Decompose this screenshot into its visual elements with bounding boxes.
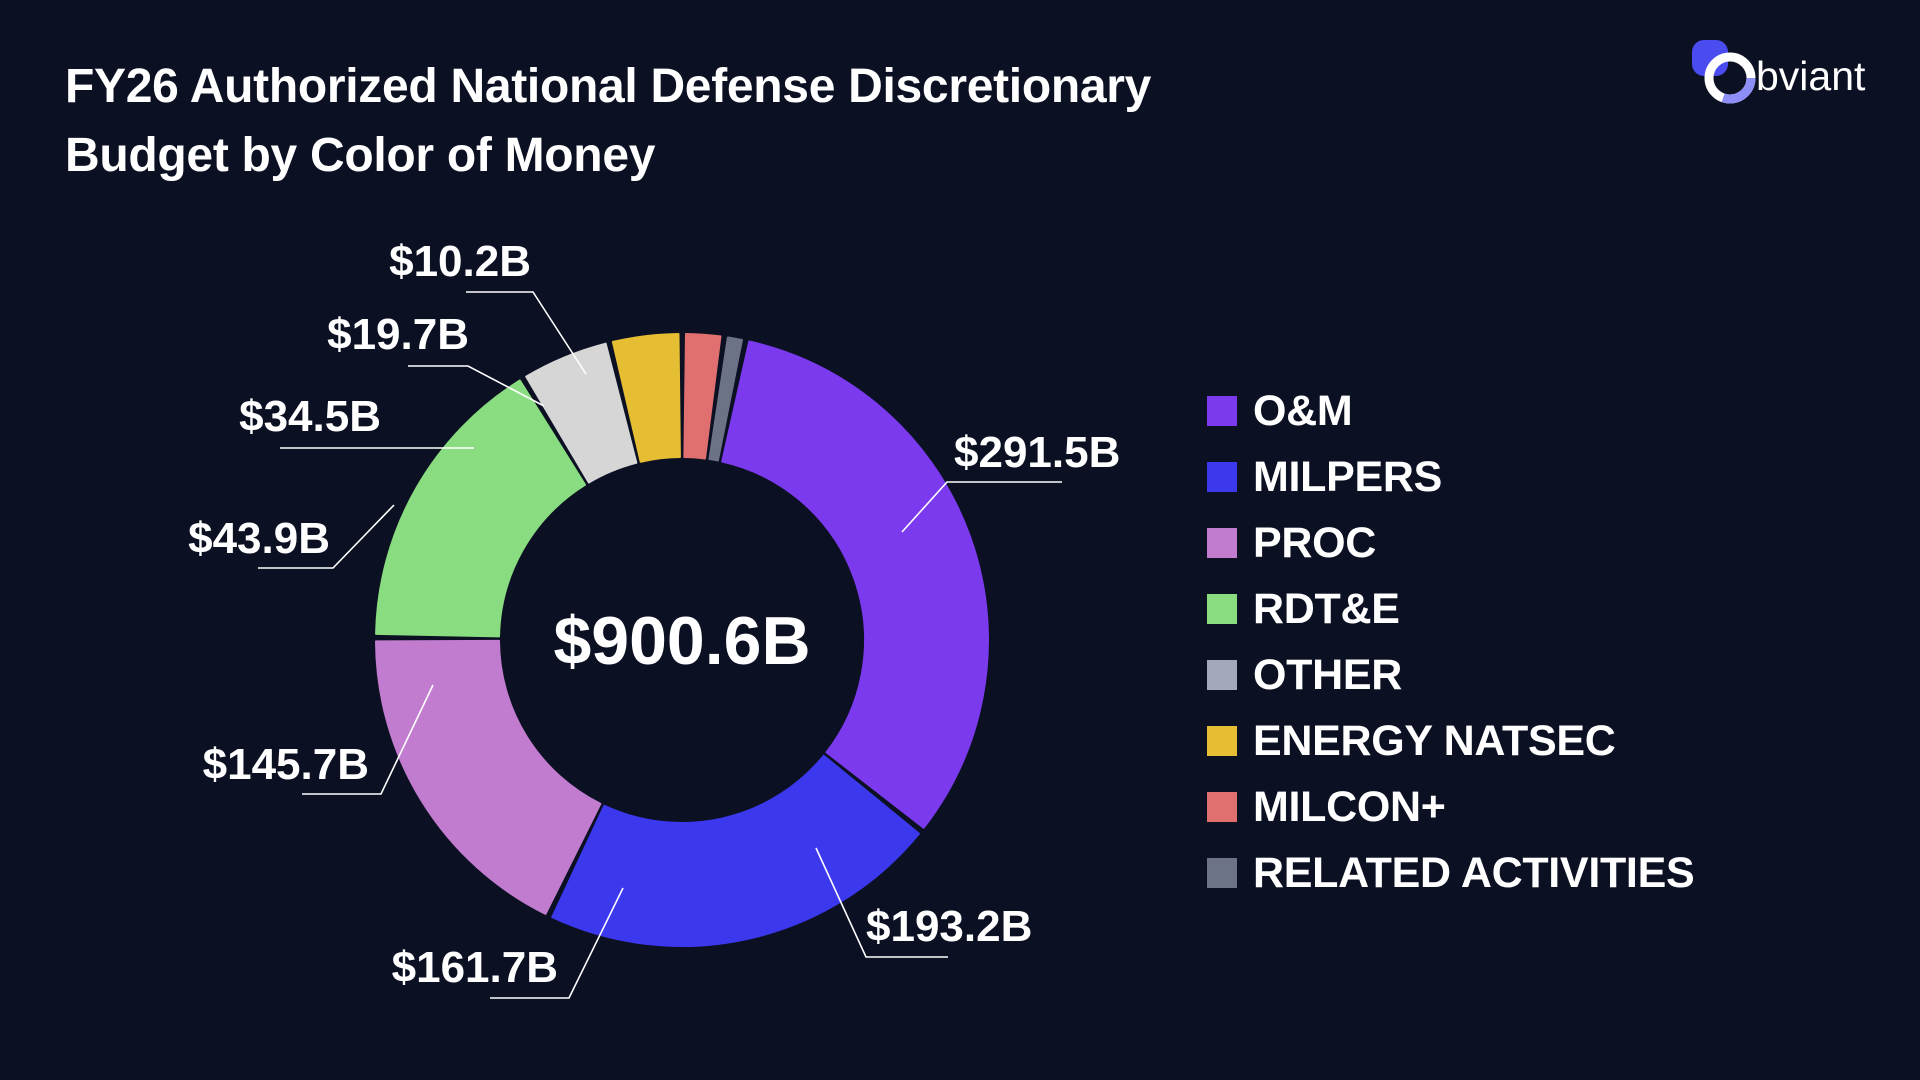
legend-item-other[interactable]: OTHER bbox=[1207, 642, 1694, 708]
slice-energy-natsec[interactable] bbox=[611, 333, 681, 463]
legend-swatch bbox=[1207, 528, 1237, 558]
legend-item-energy-natsec[interactable]: ENERGY NATSEC bbox=[1207, 708, 1694, 774]
slice-rdtande[interactable] bbox=[375, 379, 587, 638]
leader-line-oandm bbox=[901, 481, 1062, 533]
legend-swatch bbox=[1207, 462, 1237, 492]
legend-item-oandm[interactable]: O&M bbox=[1207, 378, 1694, 444]
slice-proc[interactable] bbox=[375, 639, 602, 915]
center-total-label: $900.6B bbox=[553, 603, 810, 679]
data-label-oandm: $291.5B bbox=[954, 428, 1120, 477]
legend-item-rdtande[interactable]: RDT&E bbox=[1207, 576, 1694, 642]
leader-line-rdtande bbox=[302, 684, 434, 795]
legend-label: MILCON+ bbox=[1253, 782, 1446, 831]
slice-milpers[interactable] bbox=[551, 754, 920, 947]
logo-wordmark: bviant bbox=[1756, 53, 1866, 99]
leader-line-related-activities bbox=[466, 291, 587, 375]
legend-swatch bbox=[1207, 660, 1237, 690]
obviant-logo: bviant bbox=[1690, 38, 1890, 108]
slice-related-activities[interactable] bbox=[708, 336, 743, 462]
data-label-milconplus: $19.7B bbox=[327, 310, 469, 359]
legend-swatch bbox=[1207, 792, 1237, 822]
legend-label: OTHER bbox=[1253, 650, 1403, 699]
chart-title: FY26 Authorized National Defense Discret… bbox=[65, 52, 1265, 190]
legend-item-related-activities[interactable]: RELATED ACTIVITIES bbox=[1207, 840, 1695, 906]
leader-line-proc bbox=[490, 887, 624, 999]
legend-swatch bbox=[1207, 858, 1237, 888]
legend-label: MILPERS bbox=[1253, 452, 1443, 501]
legend-swatch bbox=[1207, 396, 1237, 426]
obviant-logo-icon bbox=[1692, 40, 1756, 104]
data-label-other: $43.9B bbox=[188, 514, 330, 563]
legend-item-milpers[interactable]: MILPERS bbox=[1207, 444, 1694, 510]
legend-label: ENERGY NATSEC bbox=[1253, 716, 1616, 765]
data-label-milpers: $193.2B bbox=[866, 902, 1032, 951]
legend-label: RELATED ACTIVITIES bbox=[1253, 848, 1695, 897]
leader-line-milpers bbox=[815, 847, 948, 958]
legend-swatch bbox=[1207, 594, 1237, 624]
data-label-related-activities: $10.2B bbox=[389, 237, 531, 286]
donut-chart: $291.5B $193.2B $161.7B $145.7B $43.9B $34.5B… bbox=[188, 237, 1120, 999]
data-label-energy-natsec: $34.5B bbox=[239, 392, 381, 441]
slice-oandm[interactable] bbox=[721, 340, 989, 829]
chart-title-line-2: Budget by Color of Money bbox=[65, 129, 656, 182]
legend-item-milconplus[interactable]: MILCON+ bbox=[1207, 774, 1694, 840]
legend-label: RDT&E bbox=[1253, 584, 1400, 633]
legend-label: O&M bbox=[1253, 386, 1353, 435]
slice-other[interactable] bbox=[525, 342, 638, 484]
slice-milconplus[interactable] bbox=[683, 333, 722, 460]
legend-swatch bbox=[1207, 726, 1237, 756]
chart-legend: O&M MILPERS PROC RDT&E OTHER ENERGY NATSEC MIL… bbox=[1207, 378, 1695, 906]
legend-item-proc[interactable]: PROC bbox=[1207, 510, 1694, 576]
legend-label: PROC bbox=[1253, 518, 1377, 567]
data-label-rdtande: $145.7B bbox=[203, 740, 369, 789]
leader-line-milconplus bbox=[408, 365, 545, 407]
data-label-proc: $161.7B bbox=[392, 943, 558, 992]
leader-line-other bbox=[258, 504, 395, 569]
chart-title-line-1: FY26 Authorized National Defense Discret… bbox=[65, 60, 1152, 113]
